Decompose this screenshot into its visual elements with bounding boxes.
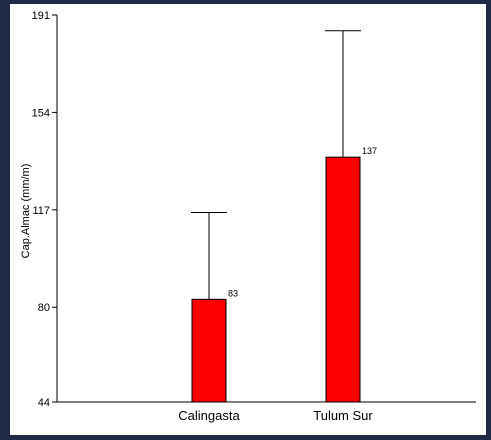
bar xyxy=(325,156,361,403)
data-labels: 83 137 xyxy=(228,146,377,298)
y-tick-label: 80 xyxy=(38,302,50,314)
x-category-label: Tulum Sur xyxy=(313,408,373,423)
error-bars xyxy=(191,30,361,300)
y-axis-label: Cap.Almac (mm/m) xyxy=(20,164,32,259)
x-category-label: Calingasta xyxy=(178,408,240,423)
bar xyxy=(191,298,227,403)
y-axis-ticks: 44 80 117 154 191 xyxy=(32,10,57,409)
y-tick-label: 154 xyxy=(32,107,50,119)
bars xyxy=(191,156,361,403)
data-label: 137 xyxy=(362,146,377,156)
y-tick-label: 191 xyxy=(32,10,50,22)
x-axis-categories: Calingasta Tulum Sur xyxy=(178,408,373,423)
chart-frame: 44 80 117 154 191 83 137 Calingasta Tulum Sur … xyxy=(10,4,486,435)
y-tick-label: 117 xyxy=(32,205,50,217)
data-label: 83 xyxy=(228,288,238,298)
y-tick-label: 44 xyxy=(38,397,50,409)
